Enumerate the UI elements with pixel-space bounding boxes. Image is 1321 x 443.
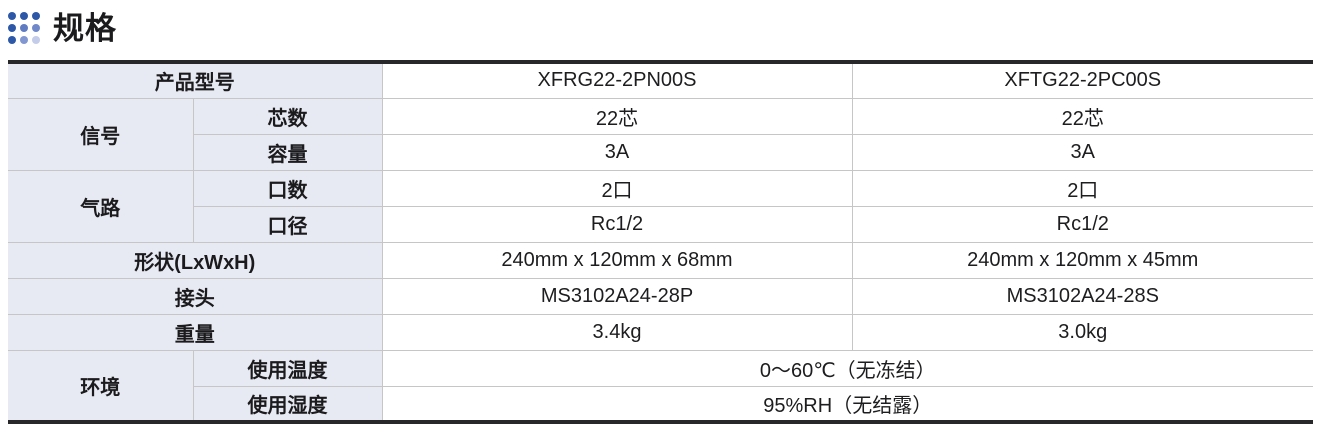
dot: [8, 36, 16, 44]
row-label-port-size: 口径: [192, 205, 383, 243]
group-label-signal: 信号: [7, 97, 194, 171]
table-row-temperature: 环境 使用温度 0～60℃（无冻结）: [7, 349, 1314, 423]
row-label-core-count: 芯数: [192, 97, 383, 135]
table-row-port-size: 口径 Rc1/2 Rc1/2: [8, 205, 1314, 243]
cell-shape-a: 240mm x 120mm x 68mm: [381, 241, 853, 279]
cell-connector-b: MS3102A24-28S: [851, 277, 1314, 315]
group-label-environment: 环境: [7, 349, 194, 423]
cell-temperature-value: 0～60℃（无冻结）: [381, 349, 1314, 387]
cell-product-model-b: XFTG22-2PC00S: [851, 61, 1314, 99]
cell-core-count-b: 22芯: [851, 97, 1314, 135]
spec-page: 规格 产品型号 XFRG22-2PN00S XFTG22-2PC00S 信号 芯…: [0, 9, 1321, 443]
row-label-capacity: 容量: [192, 133, 383, 171]
cell-capacity-a: 3A: [381, 133, 853, 171]
dot: [32, 24, 40, 32]
row-label-connector: 接头: [7, 277, 383, 315]
grid-dots-icon: [8, 12, 40, 44]
row-label-shape: 形状(LxWxH): [7, 241, 383, 279]
table-row-humidity: 使用湿度 95%RH（无结露）: [8, 385, 1314, 423]
section-header: 规格: [8, 9, 1321, 47]
cell-core-count-a: 22芯: [381, 97, 853, 135]
cell-port-count-b: 2口: [851, 169, 1314, 207]
dot: [8, 12, 16, 20]
cell-shape-b: 240mm x 120mm x 45mm: [851, 241, 1314, 279]
row-label-weight: 重量: [7, 313, 383, 351]
table-row-port-count: 气路 口数 2口 2口: [7, 169, 1314, 243]
cell-humidity-value: 95%RH（无结露）: [381, 385, 1314, 423]
cell-port-count-a: 2口: [381, 169, 853, 207]
cell-connector-a: MS3102A24-28P: [381, 277, 853, 315]
spec-table: 产品型号 XFRG22-2PN00S XFTG22-2PC00S 信号 芯数 2…: [7, 60, 1314, 424]
cell-port-size-b: Rc1/2: [851, 205, 1314, 243]
dot: [20, 24, 28, 32]
table-row-shape: 形状(LxWxH) 240mm x 120mm x 68mm 240mm x 1…: [7, 241, 1314, 279]
table-row-product-model: 产品型号 XFRG22-2PN00S XFTG22-2PC00S: [7, 61, 1314, 99]
dot: [20, 36, 28, 44]
row-label-humidity: 使用湿度: [192, 385, 383, 423]
page-title: 规格: [53, 10, 117, 46]
dot: [8, 24, 16, 32]
group-label-air: 气路: [7, 169, 194, 243]
cell-product-model-a: XFRG22-2PN00S: [381, 61, 853, 99]
row-label-port-count: 口数: [192, 169, 383, 207]
dot: [32, 36, 40, 44]
table-row-capacity: 容量 3A 3A: [8, 133, 1314, 171]
cell-capacity-b: 3A: [851, 133, 1314, 171]
table-row-weight: 重量 3.4kg 3.0kg: [7, 313, 1314, 351]
cell-port-size-a: Rc1/2: [381, 205, 853, 243]
dot: [20, 12, 28, 20]
table-row-core-count: 信号 芯数 22芯 22芯: [7, 97, 1314, 171]
row-label-temperature: 使用温度: [192, 349, 383, 387]
table-row-connector: 接头 MS3102A24-28P MS3102A24-28S: [7, 277, 1314, 315]
cell-weight-a: 3.4kg: [381, 313, 853, 351]
row-label-product-model: 产品型号: [7, 61, 383, 99]
cell-weight-b: 3.0kg: [851, 313, 1314, 351]
dot: [32, 12, 40, 20]
